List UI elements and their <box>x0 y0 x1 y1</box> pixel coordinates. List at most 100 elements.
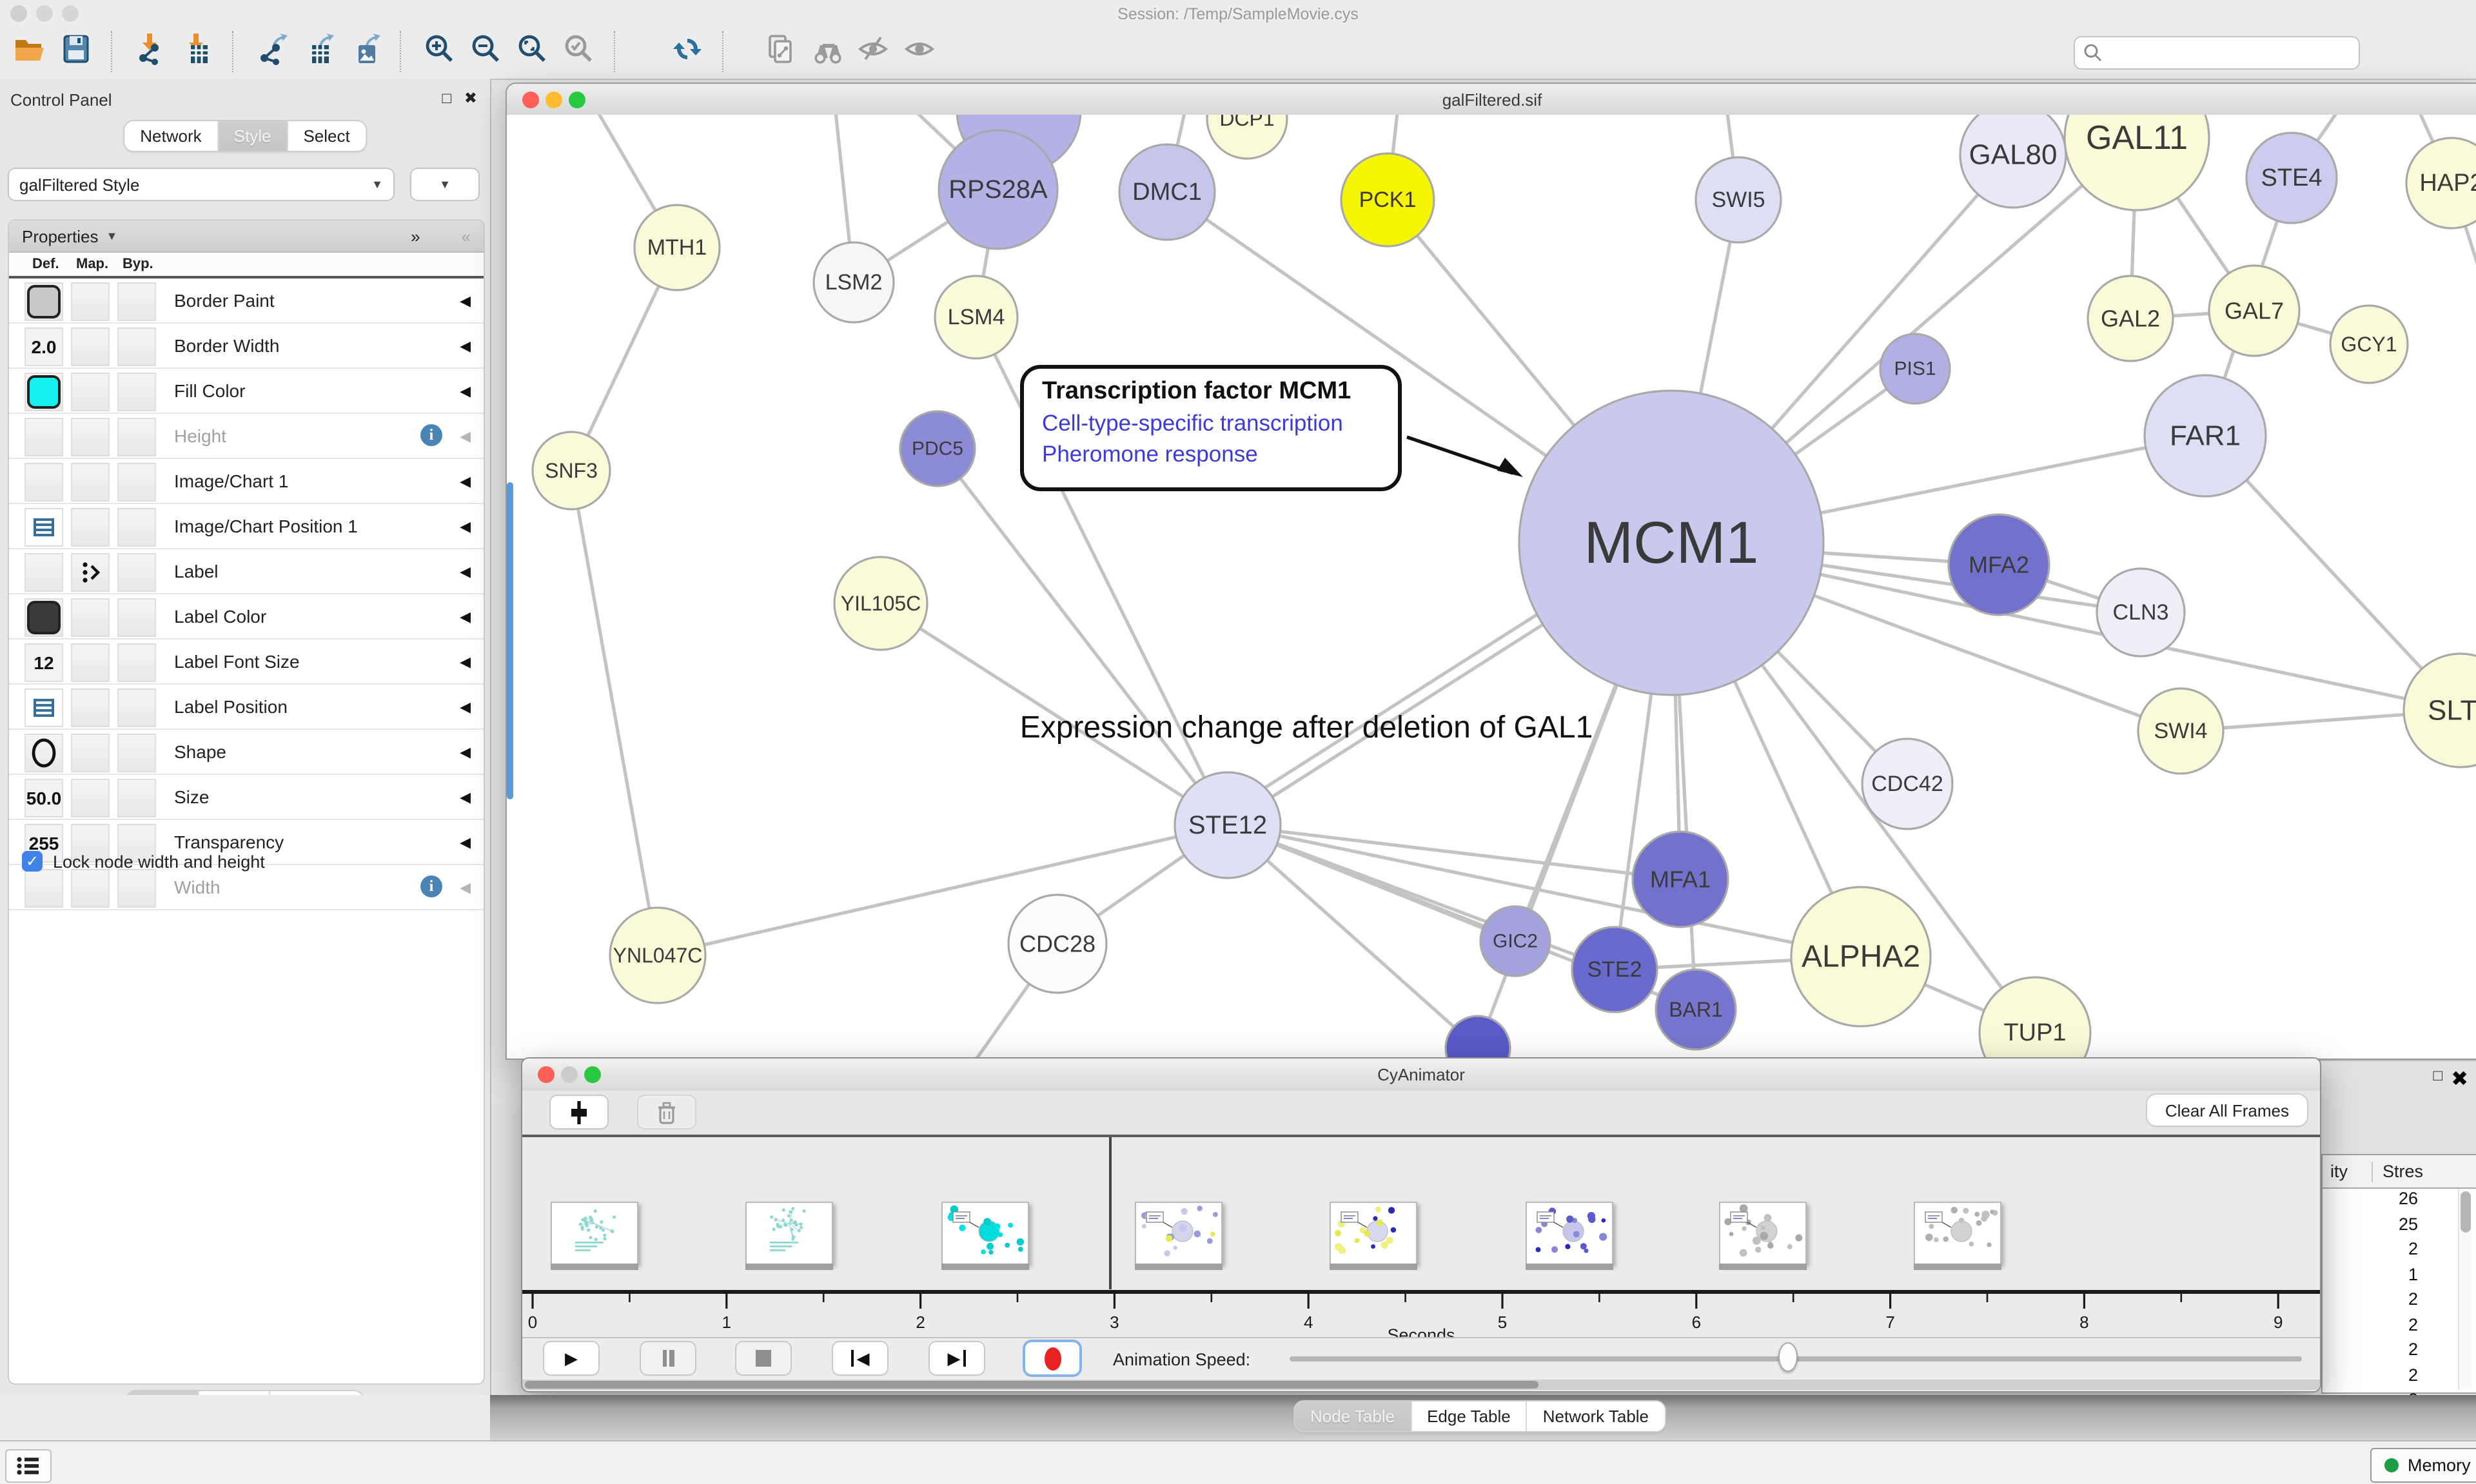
default-cell[interactable] <box>25 373 63 411</box>
bypass-cell[interactable] <box>117 869 156 908</box>
column-header[interactable]: Stres <box>2383 1162 2424 1181</box>
expand-property-icon[interactable]: ◀ <box>460 700 471 716</box>
float-panel-icon[interactable]: □ <box>442 89 452 107</box>
network-node-lsm4[interactable] <box>934 275 1019 360</box>
network-node-dmc1[interactable] <box>1118 143 1216 241</box>
column-divider[interactable] <box>2371 1161 2372 1182</box>
add-frame-button[interactable] <box>551 1096 607 1128</box>
network-node-hap2[interactable] <box>2405 137 2476 229</box>
expand-property-icon[interactable]: ◀ <box>460 339 471 355</box>
expand-property-icon[interactable]: ◀ <box>460 881 471 896</box>
expand-property-icon[interactable]: ◀ <box>460 384 471 400</box>
expand-all-icon[interactable]: » <box>411 226 420 246</box>
float-panel-icon[interactable]: □ <box>2433 1066 2443 1084</box>
expand-property-icon[interactable]: ◀ <box>460 429 471 445</box>
network-node-tup1[interactable] <box>1978 976 2092 1059</box>
zoom-selected-button[interactable] <box>560 30 598 73</box>
lock-size-row[interactable]: ✓ Lock node width and height <box>22 851 265 872</box>
ellipse-shape-icon[interactable] <box>27 736 61 770</box>
network-node-gal2[interactable] <box>2087 275 2174 362</box>
network-node-rps28a[interactable] <box>938 129 1059 250</box>
tab-select[interactable]: Select <box>288 121 366 151</box>
annotation-link[interactable]: Cell-type-specific transcription <box>1042 410 1343 436</box>
network-node-pdc5[interactable] <box>899 410 976 487</box>
tab-style[interactable]: Style <box>218 121 288 151</box>
frame-thumbnail-2[interactable] <box>745 1202 833 1270</box>
close-button[interactable] <box>10 5 27 22</box>
current-style-select[interactable]: galFiltered Style ▼ <box>8 168 395 201</box>
network-canvas[interactable]: RPS28A DMC1 DCP1 PCK1 SWI5 GAL80 GAL11 STE4 HAP2… <box>507 84 2476 1059</box>
zoom-in-button[interactable] <box>420 30 459 73</box>
default-cell[interactable]: 12 <box>25 643 63 682</box>
fullscreen-button[interactable] <box>62 5 79 22</box>
bypass-cell[interactable] <box>117 373 156 411</box>
mapping-cell[interactable] <box>71 869 110 908</box>
passthrough-mapping-icon[interactable] <box>74 556 107 589</box>
network-edge[interactable] <box>879 601 1229 827</box>
network-node-mth1[interactable] <box>633 204 721 291</box>
column-header[interactable]: ity <box>2330 1162 2348 1181</box>
expand-property-icon[interactable]: ◀ <box>460 745 471 761</box>
bypass-cell[interactable] <box>117 553 156 592</box>
default-cell[interactable]: 2.0 <box>25 327 63 366</box>
open-session-button[interactable] <box>10 30 49 73</box>
network-node-cdc42[interactable] <box>1861 737 1954 830</box>
expand-property-icon[interactable]: ◀ <box>460 565 471 580</box>
default-cell[interactable] <box>25 553 63 592</box>
property-row-label-color[interactable]: Label Color ◀ <box>9 594 484 639</box>
bypass-cell[interactable] <box>117 508 156 547</box>
network-edge[interactable] <box>569 470 660 956</box>
expand-property-icon[interactable]: ◀ <box>460 835 471 851</box>
zoom-button[interactable] <box>569 92 585 108</box>
clear-all-frames-button[interactable]: Clear All Frames <box>2147 1095 2307 1126</box>
network-node-pis1[interactable] <box>1879 333 1951 405</box>
tab-edge-table[interactable]: Edge Table <box>1411 1401 1528 1431</box>
first-neighbors-button[interactable] <box>807 30 846 73</box>
network-edge[interactable] <box>2204 434 2462 712</box>
mapping-cell[interactable] <box>71 553 110 592</box>
collapse-all-icon[interactable]: « <box>461 226 471 246</box>
table-row[interactable]: 2 <box>2408 1239 2418 1258</box>
timeline-scrollbar-thumb[interactable] <box>525 1381 1538 1389</box>
timeline-scrollbar[interactable] <box>522 1380 2320 1390</box>
show-all-button[interactable] <box>900 30 939 73</box>
network-node-gal7[interactable] <box>2208 264 2301 357</box>
save-session-button[interactable] <box>57 30 95 73</box>
play-button[interactable]: ▶ <box>544 1342 598 1374</box>
import-network-button[interactable] <box>132 30 170 73</box>
network-node-lsm2[interactable] <box>812 241 895 324</box>
property-row-border-width[interactable]: 2.0 Border Width ◀ <box>9 324 484 369</box>
expand-property-icon[interactable]: ◀ <box>460 610 471 625</box>
network-node-swi5[interactable] <box>1695 156 1782 244</box>
network-edge[interactable] <box>657 823 1228 957</box>
frame-thumbnail-3[interactable] <box>941 1202 1029 1270</box>
network-node-gcy1[interactable] <box>2329 304 2409 384</box>
stop-button[interactable] <box>736 1342 791 1374</box>
network-node-gic2[interactable] <box>1479 905 1551 977</box>
mapping-cell[interactable] <box>71 282 110 321</box>
bypass-cell[interactable] <box>117 734 156 772</box>
network-node-mfa1[interactable] <box>1631 830 1729 928</box>
network-node-ste2[interactable] <box>1571 926 1658 1013</box>
network-edge[interactable] <box>1226 824 1479 1050</box>
scroll-indicator[interactable] <box>507 482 513 799</box>
network-node-ste4[interactable] <box>2245 132 2338 224</box>
properties-header[interactable]: Properties ▼ » « <box>9 220 484 253</box>
frame-thumbnail-7[interactable] <box>1719 1202 1807 1270</box>
network-edge[interactable] <box>936 447 1230 826</box>
property-row-border-paint[interactable]: Border Paint ◀ <box>9 278 484 324</box>
mapping-cell[interactable] <box>71 463 110 502</box>
import-table-button[interactable] <box>178 30 217 73</box>
bypass-cell[interactable] <box>117 824 156 863</box>
search-input[interactable] <box>2074 36 2360 70</box>
expand-property-icon[interactable]: ◀ <box>460 520 471 535</box>
default-cell[interactable] <box>25 869 63 908</box>
network-node-cdc28[interactable] <box>1007 893 1108 994</box>
network-window-titlebar[interactable]: galFiltered.sif <box>507 84 2476 116</box>
bypass-cell[interactable] <box>117 779 156 817</box>
bypass-cell[interactable] <box>117 598 156 637</box>
network-node-snf3[interactable] <box>531 431 611 511</box>
playhead[interactable] <box>1109 1137 1112 1289</box>
default-value-swatch[interactable] <box>27 375 61 409</box>
expand-property-icon[interactable]: ◀ <box>460 474 471 490</box>
